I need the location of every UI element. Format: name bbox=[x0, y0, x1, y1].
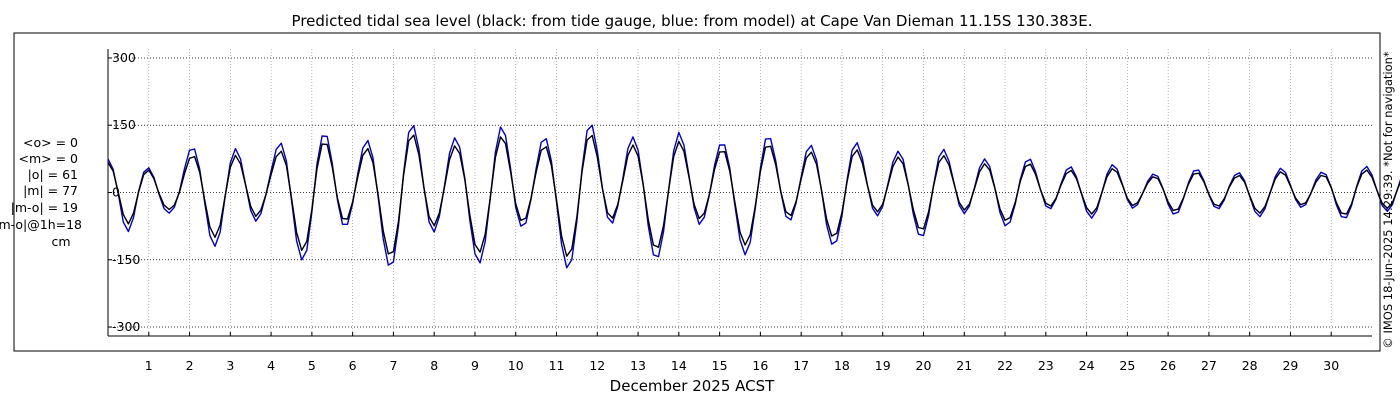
x-tick-label: 8 bbox=[430, 358, 438, 373]
x-tick-label: 12 bbox=[589, 358, 605, 373]
x-tick-label: 10 bbox=[508, 358, 524, 373]
y-tick-labels: 300 150 0 -150 -300 bbox=[112, 50, 140, 334]
stat-label: <o> = 0 bbox=[23, 135, 78, 150]
x-tick-label: 4 bbox=[267, 358, 275, 373]
x-tick-label: 13 bbox=[630, 358, 646, 373]
chart-title: Predicted tidal sea level (black: from t… bbox=[292, 12, 1093, 30]
x-tick-label: 29 bbox=[1282, 358, 1298, 373]
x-tick-label: 11 bbox=[549, 358, 565, 373]
x-tick-label: 19 bbox=[875, 358, 891, 373]
x-tick-label: 2 bbox=[186, 358, 194, 373]
x-tick-label: 22 bbox=[997, 358, 1013, 373]
x-tick-label: 16 bbox=[752, 358, 768, 373]
x-tick-label: 24 bbox=[1079, 358, 1095, 373]
x-tick-label: 6 bbox=[349, 358, 357, 373]
x-tick-label: 15 bbox=[712, 358, 728, 373]
axes bbox=[107, 49, 1372, 337]
x-tick-label: 3 bbox=[226, 358, 234, 373]
stat-label: |o| = 61 bbox=[28, 167, 78, 182]
x-tick-label: 18 bbox=[834, 358, 850, 373]
x-tick-label: 14 bbox=[671, 358, 687, 373]
x-tick-label: 5 bbox=[308, 358, 316, 373]
x-axis-label: December 2025 ACST bbox=[610, 377, 775, 395]
x-tick-label: 17 bbox=[793, 358, 809, 373]
x-tick-label: 30 bbox=[1323, 358, 1339, 373]
x-tick-label: 25 bbox=[1119, 358, 1135, 373]
y-tick-label: -300 bbox=[112, 319, 140, 334]
x-tick-label: 9 bbox=[471, 358, 479, 373]
y-tick-label: 300 bbox=[112, 50, 136, 65]
stats-annotations: <o> = 0<m> = 0|o| = 61|m| = 77 |m-o| = 19… bbox=[0, 135, 82, 249]
y-tick-label: 150 bbox=[112, 117, 136, 132]
x-tick-labels: 1 2 3 4 5 6 7 8 9 10 11 12 13 14 15 16 17 18 19 20 21 22 23 24 2… bbox=[145, 358, 1339, 373]
stat-label: |m| = 77 bbox=[23, 183, 78, 198]
grid bbox=[108, 49, 1372, 336]
y-tick-label: -150 bbox=[112, 252, 140, 267]
x-tick-label: 20 bbox=[916, 358, 932, 373]
x-tick-label: 1 bbox=[145, 358, 153, 373]
x-tick-label: 27 bbox=[1201, 358, 1217, 373]
stat-label: |m-o| = 19 bbox=[11, 200, 78, 215]
copyright-note: © IMOS 18-Jun-2025 14:29:39. *Not for na… bbox=[1381, 51, 1395, 349]
y-tick-label: 0 bbox=[112, 185, 120, 200]
stat-label: <m> = 0 bbox=[19, 151, 79, 166]
stat-label: |m-o|@1h=18 bbox=[0, 217, 82, 232]
stat-label: cm bbox=[51, 234, 70, 249]
x-tick-label: 7 bbox=[389, 358, 397, 373]
x-tick-label: 23 bbox=[1038, 358, 1054, 373]
x-tick-label: 26 bbox=[1160, 358, 1176, 373]
x-tick-label: 28 bbox=[1242, 358, 1258, 373]
x-tick-label: 21 bbox=[956, 358, 972, 373]
